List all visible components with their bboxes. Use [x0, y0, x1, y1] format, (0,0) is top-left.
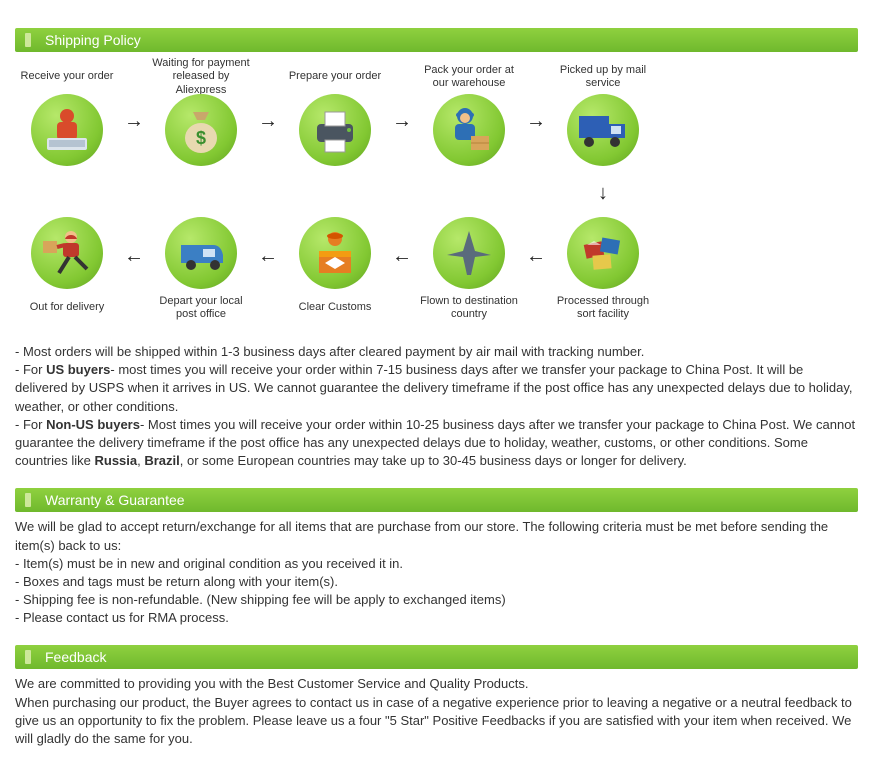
arrow-right-icon: →: [119, 110, 149, 133]
step-label: Flown to destination country: [417, 293, 521, 323]
text-line: - Most orders will be shipped within 1-3…: [15, 343, 858, 361]
money-bag-icon: $: [165, 94, 237, 166]
step-label: Prepare your order: [283, 62, 387, 92]
arrow-right-icon: →: [253, 110, 283, 133]
delivery-person-icon: [31, 217, 103, 289]
flow-step: Clear Customs: [283, 215, 387, 323]
text-line: - Please contact us for RMA process.: [15, 609, 858, 627]
text-line: We will be glad to accept return/exchang…: [15, 518, 858, 554]
step-label: Waiting for payment released by Aliexpre…: [149, 62, 253, 92]
text-line: - Shipping fee is non-refundable. (New s…: [15, 591, 858, 609]
step-label: Clear Customs: [283, 293, 387, 323]
feedback-text: We are committed to providing you with t…: [15, 675, 858, 748]
sort-facility-icon: [567, 217, 639, 289]
printer-icon: [299, 94, 371, 166]
text-line: - Item(s) must be in new and original co…: [15, 555, 858, 573]
arrow-right-icon: →: [387, 110, 417, 133]
arrow-left-icon: ←: [387, 245, 417, 268]
feedback-header: Feedback: [15, 645, 858, 669]
text-line: - Boxes and tags must be return along wi…: [15, 573, 858, 591]
step-label: Pack your order at our warehouse: [417, 62, 521, 92]
arrow-left-icon: ←: [119, 245, 149, 268]
flow-step: Depart your local post office: [149, 215, 253, 323]
warranty-header: Warranty & Guarantee: [15, 488, 858, 512]
flow-step: Out for delivery: [15, 215, 119, 323]
shipping-flow-diagram: Receive your order → Waiting for payment…: [15, 62, 858, 323]
flow-step: Receive your order: [15, 62, 119, 168]
flow-row-2: Out for delivery ← Depart your local pos…: [15, 215, 858, 323]
receive-order-icon: [31, 94, 103, 166]
customs-icon: [299, 217, 371, 289]
arrow-right-icon: →: [521, 110, 551, 133]
shipping-policy-text: - Most orders will be shipped within 1-3…: [15, 343, 858, 470]
van-icon: [165, 217, 237, 289]
text-line: When purchasing our product, the Buyer a…: [15, 694, 858, 749]
arrow-down-icon: ↓: [551, 176, 655, 215]
flow-step: Flown to destination country: [417, 215, 521, 323]
flow-step: Picked up by mail service: [551, 62, 655, 168]
text-line: We are committed to providing you with t…: [15, 675, 858, 693]
shipping-policy-header: Shipping Policy: [15, 28, 858, 52]
flow-step: Pack your order at our warehouse: [417, 62, 521, 168]
arrow-left-icon: ←: [521, 245, 551, 268]
flow-row-1: Receive your order → Waiting for payment…: [15, 62, 858, 168]
flow-step: Processed through sort facility: [551, 215, 655, 323]
truck-icon: [567, 94, 639, 166]
step-label: Processed through sort facility: [551, 293, 655, 323]
flow-connector-down: ↓: [15, 176, 858, 215]
text-line: - For Non-US buyers- Most times you will…: [15, 416, 858, 471]
step-label: Picked up by mail service: [551, 62, 655, 92]
text-line: - For US buyers- most times you will rec…: [15, 361, 858, 416]
warehouse-worker-icon: [433, 94, 505, 166]
flow-step: Prepare your order: [283, 62, 387, 168]
arrow-left-icon: ←: [253, 245, 283, 268]
airplane-icon: [433, 217, 505, 289]
warranty-text: We will be glad to accept return/exchang…: [15, 518, 858, 627]
flow-step: Waiting for payment released by Aliexpre…: [149, 62, 253, 168]
step-label: Out for delivery: [15, 293, 119, 323]
step-label: Depart your local post office: [149, 293, 253, 323]
step-label: Receive your order: [15, 62, 119, 92]
svg-text:$: $: [196, 128, 206, 148]
